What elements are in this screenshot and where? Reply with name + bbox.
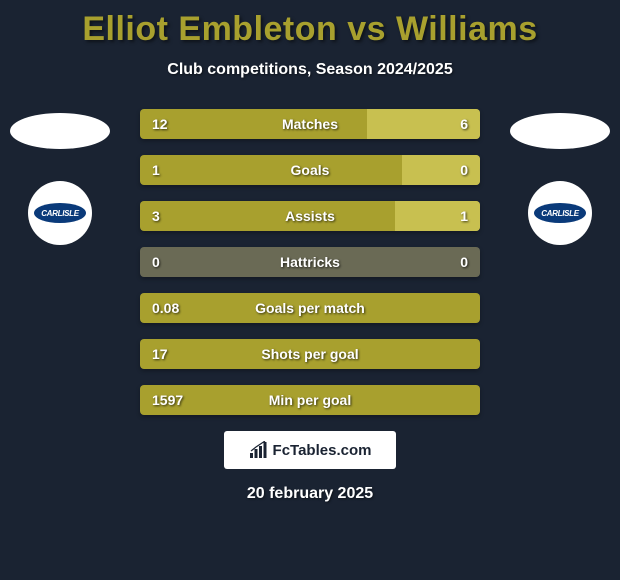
stat-label: Assists bbox=[285, 208, 335, 224]
stat-value-left: 3 bbox=[152, 208, 160, 224]
stat-label: Shots per goal bbox=[261, 346, 358, 362]
stat-value-left: 0 bbox=[152, 254, 160, 270]
watermark-text: FcTables.com bbox=[273, 442, 372, 459]
stat-value-left: 1597 bbox=[152, 392, 183, 408]
comparison-area: CARLISLE CARLISLE 12 Matches 6 1 Goals 0 3 Assi… bbox=[0, 109, 620, 415]
date-label: 20 february 2025 bbox=[0, 485, 620, 503]
page-subtitle: Club competitions, Season 2024/2025 bbox=[0, 61, 620, 79]
team-badge-left-label: CARLISLE bbox=[34, 203, 86, 223]
stat-row: 3 Assists 1 bbox=[140, 201, 480, 231]
watermark: FcTables.com bbox=[224, 431, 396, 469]
stat-row: 0.08 Goals per match bbox=[140, 293, 480, 323]
team-badge-left: CARLISLE bbox=[28, 181, 92, 245]
stat-row: 12 Matches 6 bbox=[140, 109, 480, 139]
stat-value-left: 0.08 bbox=[152, 300, 179, 316]
team-badge-right-label: CARLISLE bbox=[534, 203, 586, 223]
stat-value-right: 1 bbox=[460, 208, 468, 224]
player-avatar-left bbox=[10, 113, 110, 149]
stat-row: 0 Hattricks 0 bbox=[140, 247, 480, 277]
stat-label: Min per goal bbox=[269, 392, 351, 408]
stats-container: 12 Matches 6 1 Goals 0 3 Assists 1 0 Hattricks 0 0.0… bbox=[140, 109, 480, 415]
stat-row: 1 Goals 0 bbox=[140, 155, 480, 185]
stat-value-left: 12 bbox=[152, 116, 168, 132]
stat-value-right: 0 bbox=[460, 254, 468, 270]
stat-row: 1597 Min per goal bbox=[140, 385, 480, 415]
stat-label: Hattricks bbox=[280, 254, 340, 270]
stat-bar-right bbox=[402, 155, 480, 185]
stat-row: 17 Shots per goal bbox=[140, 339, 480, 369]
stat-label: Matches bbox=[282, 116, 338, 132]
page-title: Elliot Embleton vs Williams bbox=[0, 0, 620, 49]
team-badge-right: CARLISLE bbox=[528, 181, 592, 245]
stat-value-left: 1 bbox=[152, 162, 160, 178]
stat-label: Goals bbox=[291, 162, 330, 178]
player-avatar-right bbox=[510, 113, 610, 149]
stat-label: Goals per match bbox=[255, 300, 365, 316]
chart-icon bbox=[249, 441, 269, 459]
stat-value-right: 6 bbox=[460, 116, 468, 132]
stat-value-right: 0 bbox=[460, 162, 468, 178]
stat-value-left: 17 bbox=[152, 346, 168, 362]
